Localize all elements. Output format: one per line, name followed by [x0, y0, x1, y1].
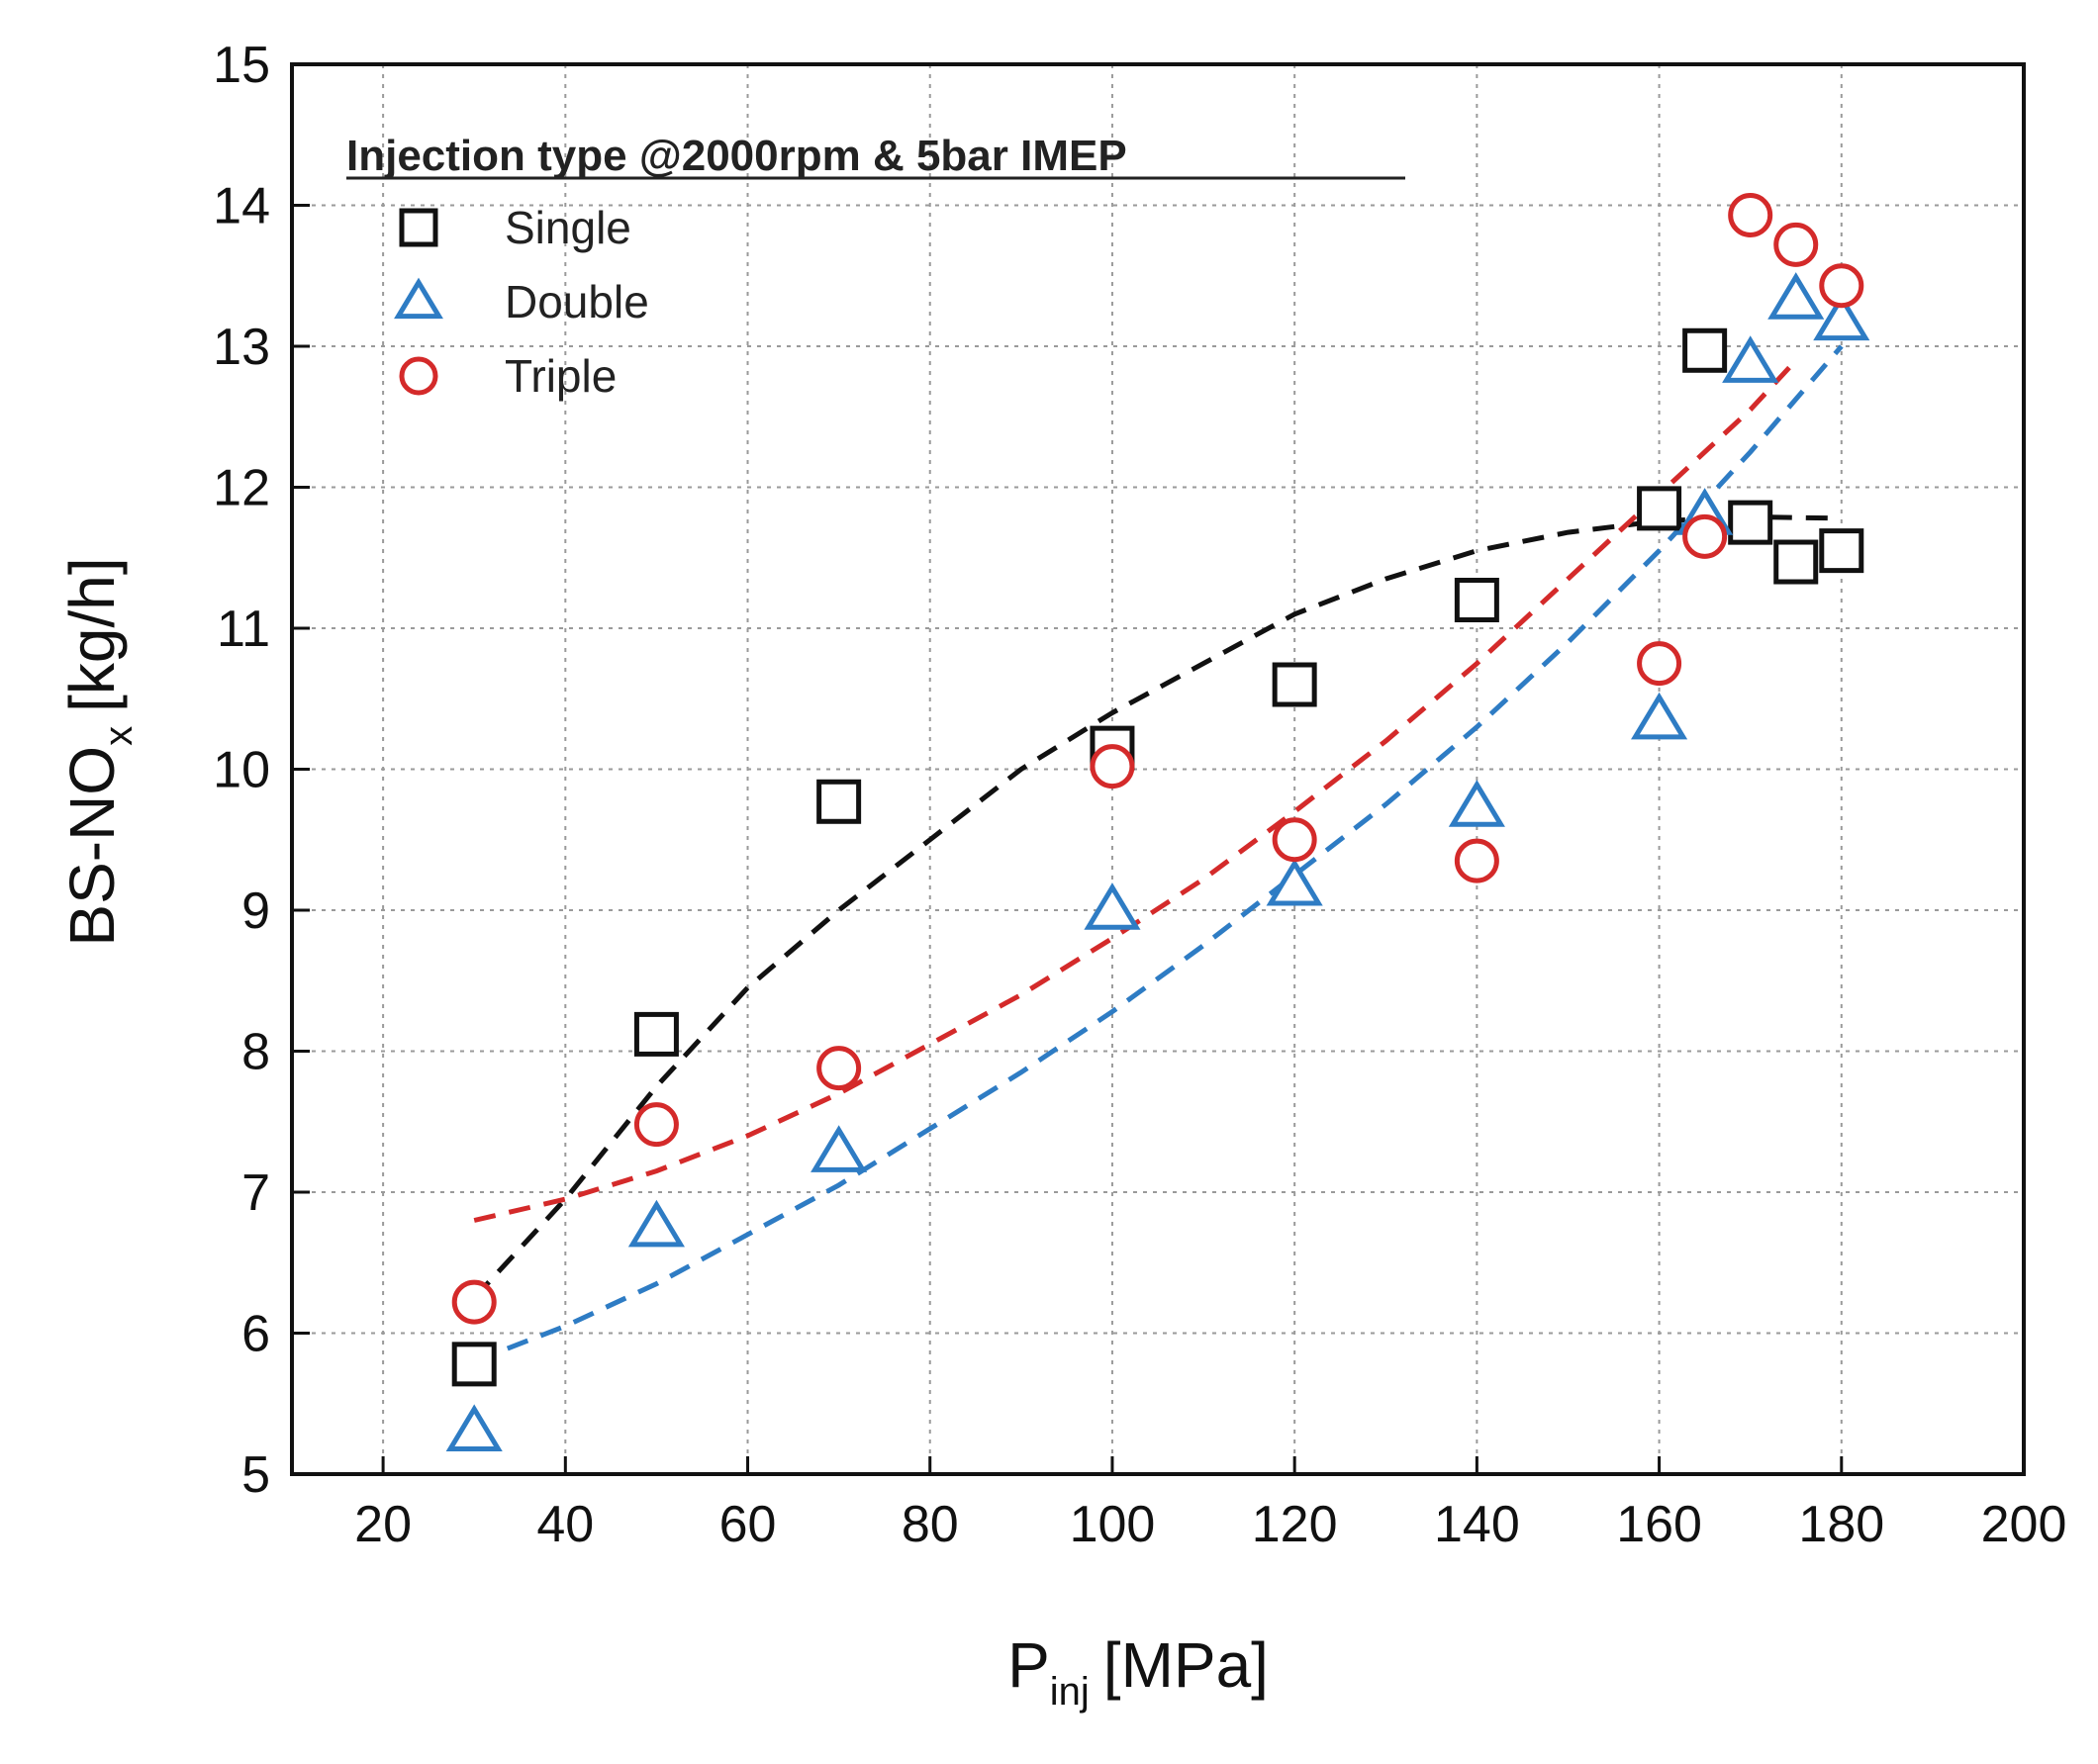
y-tick-label: 15 — [213, 37, 270, 94]
legend-label-double: Double — [505, 276, 649, 327]
y-tick-label: 7 — [241, 1164, 270, 1222]
point-single — [633, 1011, 679, 1057]
point-double — [1448, 780, 1505, 827]
point-triple — [1819, 263, 1864, 309]
legend-marker-single — [399, 208, 438, 247]
point-double — [1631, 692, 1688, 740]
trend-line-double — [473, 344, 1844, 1364]
axis-ticks: 20 40 60 80 100 120 140 160 180 200 5 6 7 8 9 10 11 12 13 1… — [213, 37, 2066, 1553]
data-markers — [445, 192, 1870, 1451]
point-triple — [1272, 817, 1317, 863]
y-tick-label: 8 — [241, 1024, 270, 1081]
y-tick-label: 12 — [213, 460, 270, 517]
point-single — [1454, 578, 1499, 622]
point-triple — [1454, 838, 1499, 883]
trend-lines — [472, 344, 1844, 1364]
y-tick-label: 11 — [217, 601, 270, 658]
x-tick-label: 40 — [536, 1496, 594, 1553]
point-single — [451, 1342, 497, 1387]
point-double — [445, 1404, 503, 1451]
point-triple — [451, 1279, 497, 1325]
point-double — [1767, 272, 1825, 320]
y-axis-title: BS-NOx[kg/h] — [56, 557, 141, 946]
trend-line-single — [472, 513, 1842, 1300]
legend-title: Injection type @2000rpm & 5bar IMEP — [346, 132, 1127, 180]
x-tick-label: 120 — [1252, 1496, 1338, 1553]
point-double — [811, 1125, 868, 1172]
legend-label-single: Single — [505, 202, 631, 253]
point-double — [627, 1199, 685, 1248]
point-double — [1722, 335, 1779, 383]
point-single — [1773, 539, 1819, 585]
x-axis-title: Pinj [MPa] — [1007, 1629, 1269, 1714]
point-triple — [1728, 192, 1773, 237]
legend-marker-triple — [399, 356, 438, 396]
y-tick-label: 6 — [241, 1306, 270, 1363]
x-tick-label: 140 — [1434, 1496, 1520, 1553]
legend-label-triple: Triple — [505, 350, 617, 402]
point-double — [1813, 293, 1870, 341]
y-tick-label: 9 — [241, 882, 270, 940]
point-single — [1272, 662, 1317, 707]
grid — [292, 64, 2024, 1474]
point-double — [1084, 882, 1141, 930]
point-double — [1266, 858, 1323, 906]
x-tick-label: 20 — [354, 1496, 412, 1553]
point-triple — [1637, 641, 1682, 687]
x-tick-label: 100 — [1070, 1496, 1156, 1553]
point-single — [1728, 500, 1773, 545]
y-tick-label: 14 — [213, 178, 270, 235]
point-triple — [633, 1102, 679, 1148]
y-tick-label: 10 — [213, 742, 270, 799]
x-tick-label: 80 — [902, 1496, 959, 1553]
y-tick-label: 13 — [213, 319, 270, 376]
legend: Injection type @2000rpm & 5bar IMEP Sing… — [346, 132, 1405, 402]
point-single — [1682, 327, 1728, 373]
point-single — [1637, 486, 1682, 531]
trend-line-triple — [473, 358, 1798, 1223]
x-tick-label: 200 — [1981, 1496, 2067, 1553]
x-tick-label: 160 — [1616, 1496, 1702, 1553]
x-tick-label: 60 — [719, 1496, 777, 1553]
x-tick-label: 180 — [1798, 1496, 1884, 1553]
point-triple — [1773, 222, 1819, 267]
point-triple — [1090, 744, 1135, 789]
y-tick-label: 5 — [241, 1446, 270, 1504]
point-single — [816, 779, 862, 824]
point-triple — [1682, 513, 1728, 559]
legend-marker-double — [394, 277, 443, 320]
point-triple — [816, 1046, 862, 1091]
point-single — [1819, 528, 1864, 574]
